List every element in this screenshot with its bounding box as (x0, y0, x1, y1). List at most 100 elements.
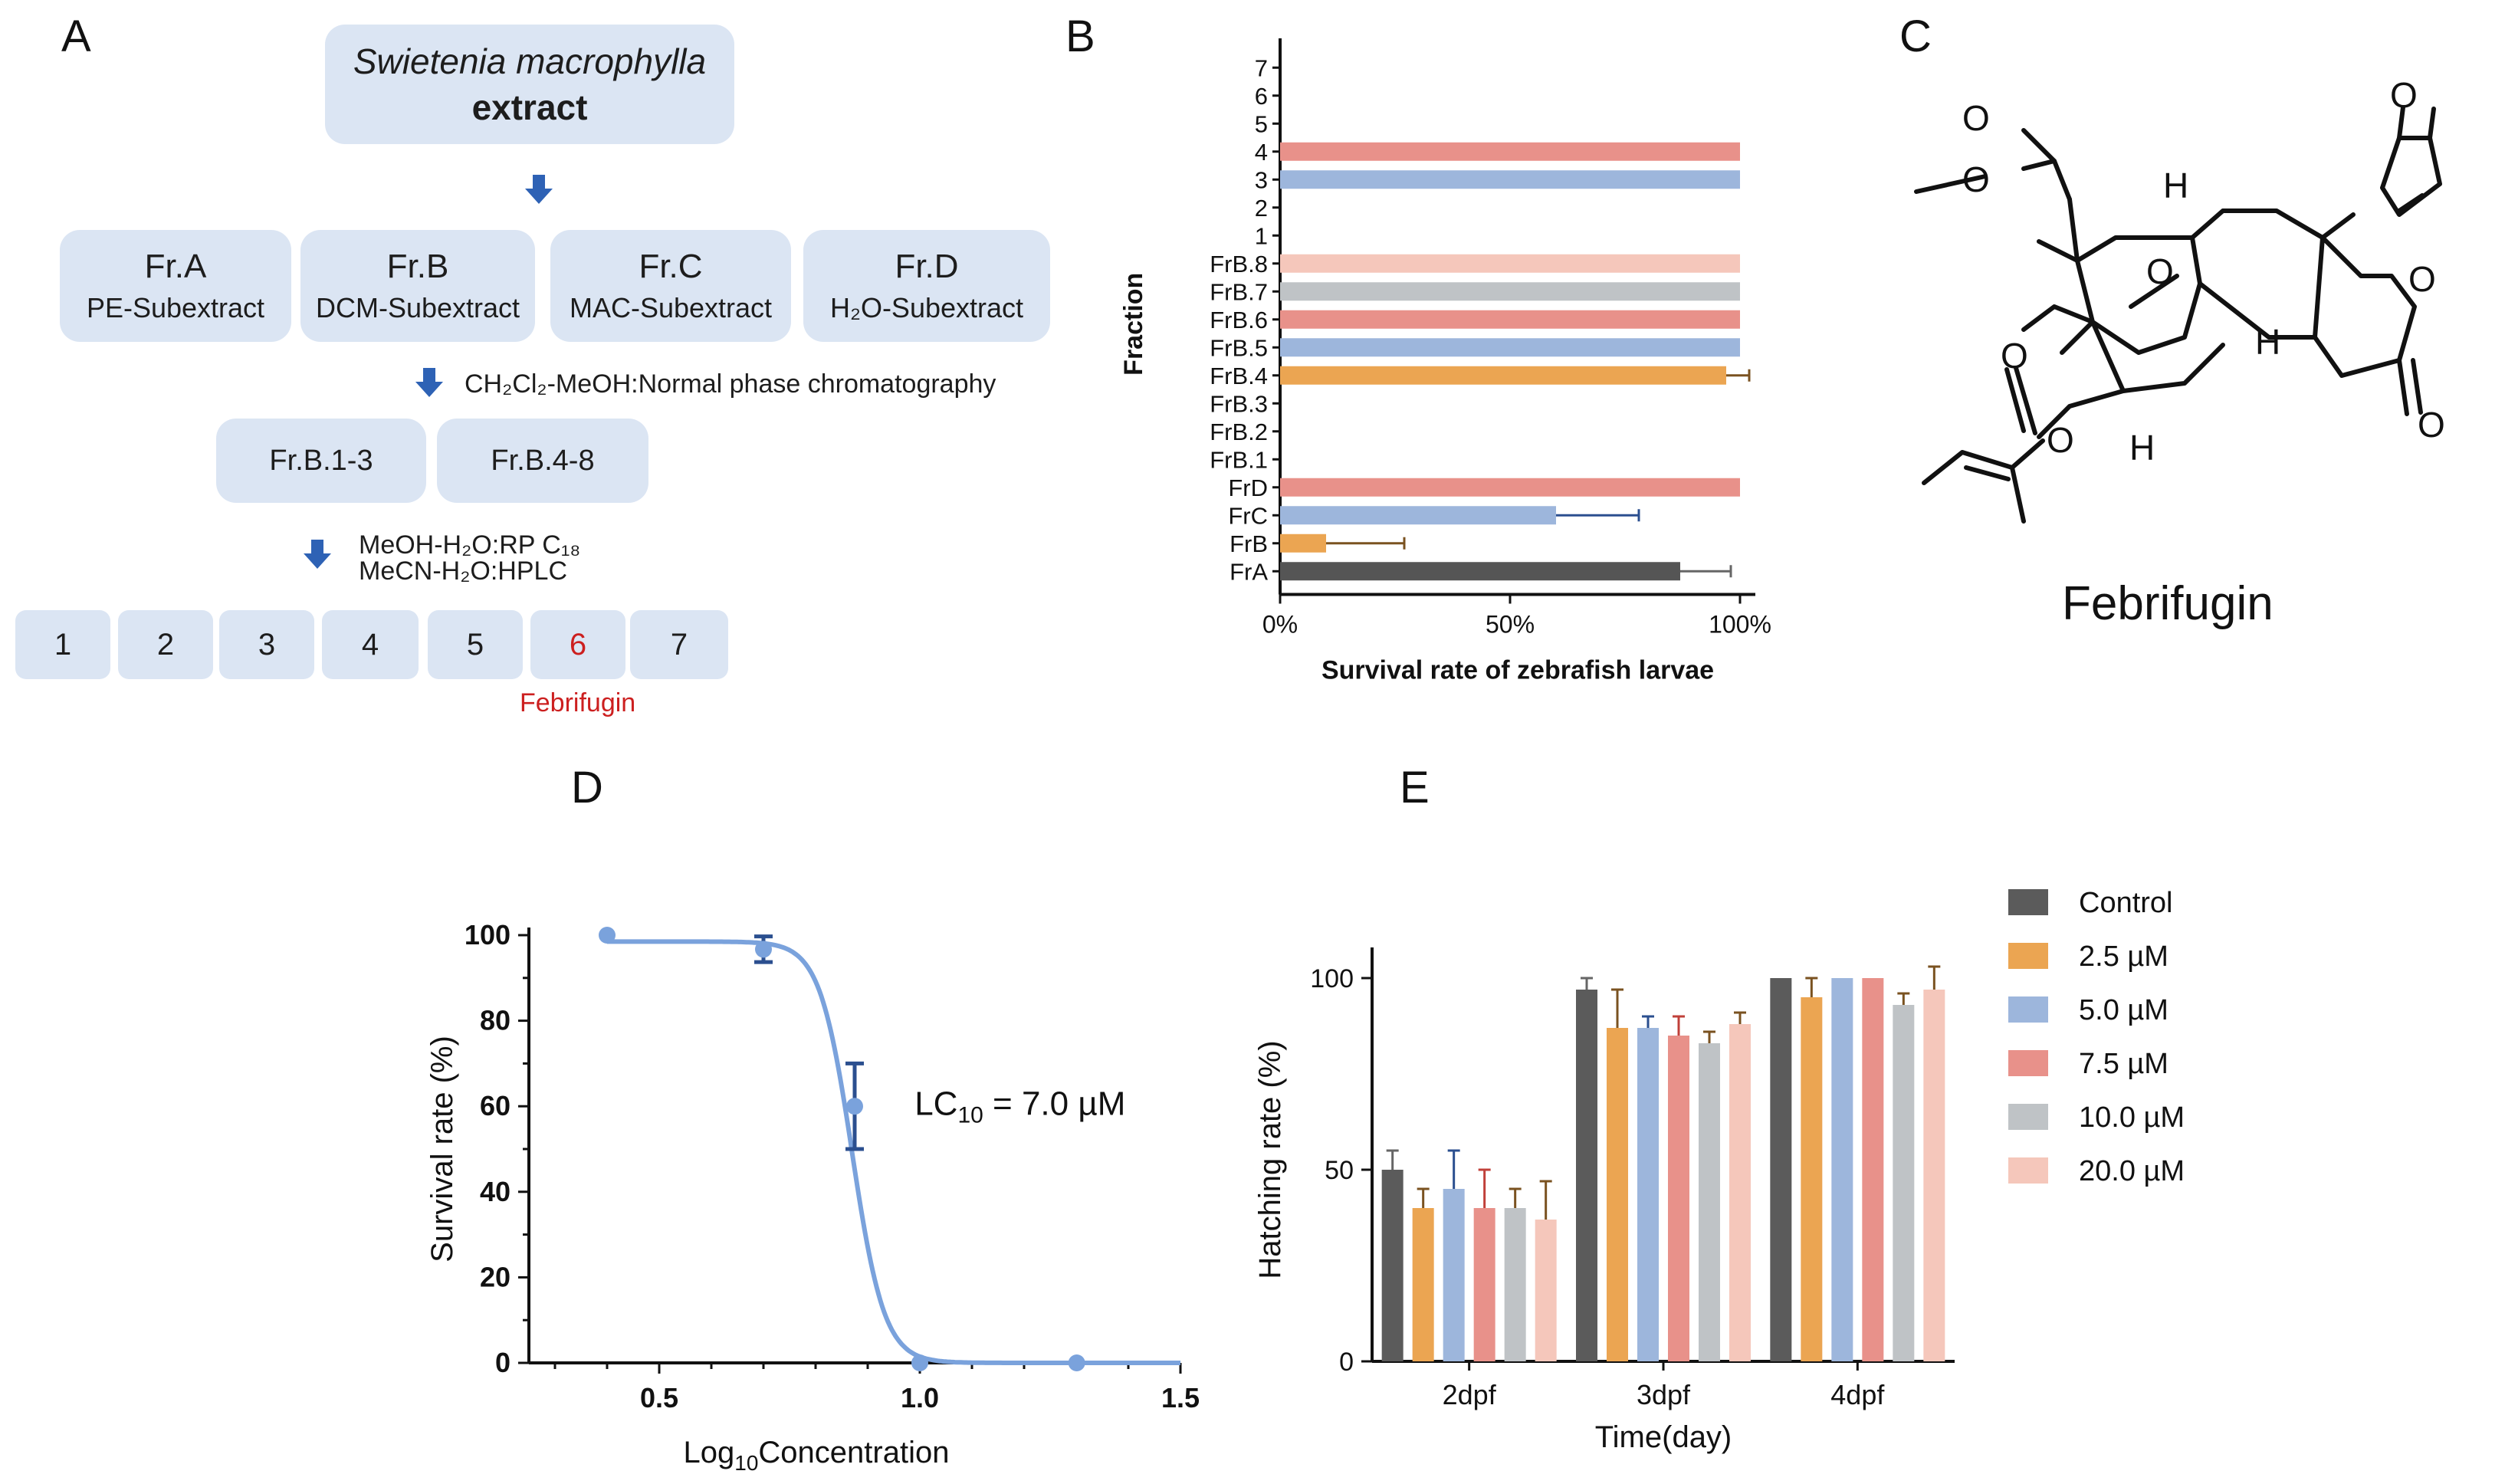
d-y-tick-label: 20 (480, 1261, 511, 1292)
step-rp: MeOH-H₂O:RP C₁₈ (359, 530, 581, 560)
step-normal-phase: CH₂Cl₂-MeOH:Normal phase chromatography (465, 369, 996, 399)
fraction-box-a: Fr.A PE-Subextract (60, 230, 291, 342)
b-bar (1280, 310, 1740, 329)
extract-box: Swietenia macrophylla extract (325, 25, 734, 144)
fraction-name: Fr.B (386, 248, 449, 285)
compound-box-4: 4 (322, 610, 419, 679)
atom-o-ring: O (2408, 259, 2436, 299)
chart-e-hatching-rate: 0 50 100 2dpf 3dpf 4dpf Time(day) Hatching rate… (1253, 887, 2185, 1454)
arrow-down-icon (304, 540, 331, 569)
e-legend-swatch (2008, 943, 2048, 969)
b-y-tick-label: FrC (1228, 502, 1268, 529)
e-legend-swatch (2008, 1157, 2048, 1184)
compound-box-1: 1 (15, 610, 110, 679)
b-bar (1280, 534, 1326, 553)
atom-o-2: O (1962, 159, 1990, 199)
e-bar (1576, 990, 1597, 1361)
b-y-tick-label: FrD (1228, 474, 1268, 501)
fraction-box-b: Fr.B DCM-Subextract (300, 230, 535, 342)
e-y-tick-label: 0 (1339, 1348, 1354, 1377)
atom-o-5: O (2047, 420, 2074, 460)
fraction-sub: DCM-Subextract (315, 292, 520, 323)
compound-box-3: 3 (219, 610, 314, 679)
e-bar (1412, 1208, 1434, 1361)
compound-box-6: 6 (530, 610, 625, 679)
b-y-tick-label: 2 (1255, 195, 1268, 222)
e-legend-swatch (2008, 996, 2048, 1023)
d-y-tick-label: 0 (495, 1347, 511, 1378)
e-bar (1504, 1208, 1526, 1361)
compound-name: Febrifugin (2062, 577, 2274, 630)
b-bar (1280, 506, 1556, 525)
e-bar (1831, 978, 1853, 1361)
panel-label-a: A (61, 11, 91, 61)
b-bar (1280, 478, 1740, 497)
step-hplc: MeCN-H₂O:HPLC (359, 556, 567, 586)
arrow-down-icon (415, 368, 443, 397)
febrifugin-structure: O O O O O O O O H H H (1914, 75, 2445, 524)
b-y-tick-label: FrA (1230, 558, 1268, 585)
atom-o-4: O (2001, 336, 2028, 376)
b-bar (1280, 366, 1726, 385)
e-bar (1801, 997, 1823, 1361)
e-legend-label: Control (2079, 887, 2173, 919)
e-legend-swatch (2008, 889, 2048, 915)
b-y-tick-label: FrB.2 (1210, 419, 1268, 445)
b-y-tick-label: 4 (1255, 139, 1268, 166)
b-y-tick-label: FrB.8 (1210, 251, 1268, 277)
e-bar (1862, 978, 1884, 1361)
b-x-tick-label: 100% (1709, 611, 1771, 639)
b-x-axis-title: Survival rate of zebrafish larvae (1321, 656, 1714, 685)
atom-h-2: H (2255, 322, 2280, 362)
b-bar (1280, 142, 1740, 161)
b-y-tick-label: FrB.5 (1210, 334, 1268, 361)
e-bar (1668, 1036, 1689, 1361)
d-data-point (599, 927, 616, 944)
chart-b-fraction-survival: 7654321FrB.8FrB.7FrB.6FrB.5FrB.4FrB.3FrB… (1119, 38, 1771, 685)
e-x-tick-label: 4dpf (1830, 1379, 1885, 1410)
e-bar (1637, 1028, 1659, 1361)
d-data-point (1068, 1354, 1085, 1371)
d-x-tick-label: 0.5 (640, 1382, 678, 1413)
e-bar (1893, 1005, 1915, 1361)
d-fit-curve (607, 939, 1180, 1365)
b-bar (1280, 338, 1740, 357)
subfraction-box-1: Fr.B.1-3 (216, 419, 426, 503)
e-bar (1699, 1043, 1720, 1361)
d-data-point (846, 1098, 863, 1115)
b-bar (1280, 282, 1740, 301)
b-y-tick-label: 1 (1255, 222, 1268, 249)
panel-label-d: D (571, 763, 603, 813)
e-legend-label: 10.0 µM (2079, 1102, 2185, 1134)
arrow-down-icon (525, 175, 553, 204)
e-x-tick-label: 2dpf (1443, 1379, 1497, 1410)
d-data-point (911, 1354, 928, 1371)
subfraction-label: Fr.B.4-8 (491, 444, 595, 477)
e-legend-swatch (2008, 1104, 2048, 1130)
e-bar (1729, 1024, 1751, 1361)
atom-h-3: H (2129, 428, 2155, 468)
panel-label-e: E (1400, 763, 1430, 813)
b-y-tick-label: FrB.1 (1210, 446, 1268, 473)
fraction-name: Fr.A (144, 248, 207, 285)
b-y-tick-label: 6 (1255, 83, 1268, 110)
e-y-tick-label: 50 (1325, 1156, 1354, 1185)
b-x-tick-label: 50% (1486, 611, 1535, 639)
e-legend-label: 2.5 µM (2079, 941, 2168, 973)
d-y-tick-label: 80 (480, 1005, 511, 1036)
e-y-tick-label: 100 (1310, 964, 1354, 993)
panel-label-c: C (1899, 11, 1932, 61)
b-y-tick-label: 5 (1255, 110, 1268, 137)
e-legend-label: 20.0 µM (2079, 1155, 2185, 1187)
extract-species: Swietenia macrophylla (353, 41, 707, 81)
b-y-tick-label: FrB.6 (1210, 307, 1268, 333)
d-y-tick-label: 100 (465, 919, 511, 950)
b-y-tick-label: FrB.4 (1210, 363, 1268, 389)
fraction-box-d: Fr.D H₂O-Subextract (803, 230, 1050, 342)
d-y-axis-title: Survival rate (%) (429, 1036, 459, 1262)
b-y-tick-label: FrB.7 (1210, 278, 1268, 305)
chart-d-dose-response: 0 20 40 60 80 100 0.5 1.0 1.5 LC10 = 7.0 µM Log10C… (429, 919, 1200, 1472)
subfraction-box-2: Fr.B.4-8 (437, 419, 648, 503)
b-y-tick-label: 3 (1255, 166, 1268, 193)
fraction-name: Fr.D (895, 248, 959, 285)
